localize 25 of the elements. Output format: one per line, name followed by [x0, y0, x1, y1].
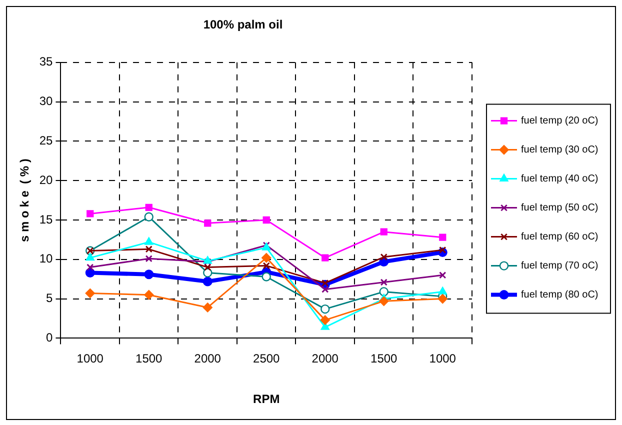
legend-label: fuel temp (30 oC) [521, 144, 598, 156]
y-tick-label: 35 [39, 54, 54, 69]
legend-label: fuel temp (40 oC) [521, 174, 598, 185]
y-tick-label: 5 [46, 291, 54, 306]
x-tick-label: 2000 [312, 352, 339, 366]
y-tick-label: 25 [39, 134, 54, 148]
x-tick-label: 1500 [136, 352, 163, 366]
y-tick-label: 0 [46, 330, 54, 345]
x-tick-label: 2000 [194, 352, 222, 366]
x-axis-title: RPM [253, 392, 280, 406]
y-tick-label: 30 [39, 94, 54, 108]
chart-title: 100% palm oil [203, 18, 283, 32]
legend-label: fuel temp (70 oC) [521, 260, 598, 272]
y-axis-title: s m o k e ( % ) [18, 158, 32, 242]
legend-label: fuel temp (20 oC) [521, 116, 598, 127]
x-tick-label: 2500 [253, 352, 280, 366]
x-tick-label: 1500 [370, 352, 398, 366]
y-tick-label: 20 [39, 172, 54, 187]
x-tick-label: 1000 [429, 352, 456, 366]
legend-label: fuel temp (60 oC) [521, 232, 598, 243]
y-tick-label: 10 [39, 252, 54, 266]
legend-label: fuel temp (50 oC) [521, 202, 598, 214]
legend-label: fuel temp (80 oC) [521, 290, 598, 301]
x-tick-label: 1000 [76, 352, 104, 366]
y-tick-label: 15 [39, 212, 54, 226]
